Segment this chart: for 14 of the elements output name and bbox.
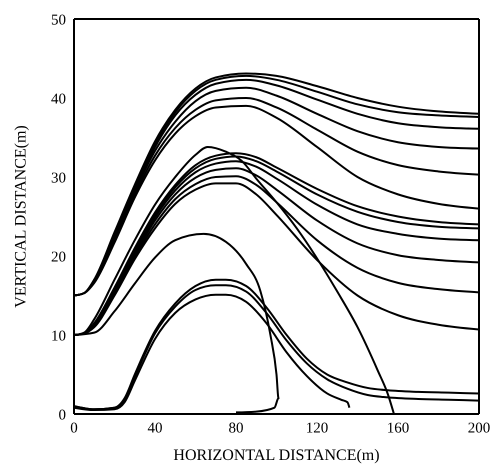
y-tick-label: 30 (51, 170, 66, 186)
y-tick-label: 40 (51, 91, 66, 108)
x-tick-label: 160 (386, 420, 410, 437)
y-axis-title: VERTICAL DISTANCE(m) (12, 125, 30, 308)
y-tick-label: 50 (51, 12, 66, 28)
y-tick-label: 20 (51, 249, 66, 266)
x-tick-label: 40 (148, 420, 162, 437)
x-tick-label: 120 (306, 420, 328, 437)
x-tick-label: 200 (468, 420, 490, 437)
x-tick-label: 0 (70, 420, 78, 437)
y-tick-label: 0 (58, 407, 66, 424)
y-tick-label: 10 (51, 328, 66, 344)
x-tick-label: 80 (228, 420, 244, 437)
x-axis-title: HORIZONTAL DISTANCE(m) (173, 447, 380, 464)
